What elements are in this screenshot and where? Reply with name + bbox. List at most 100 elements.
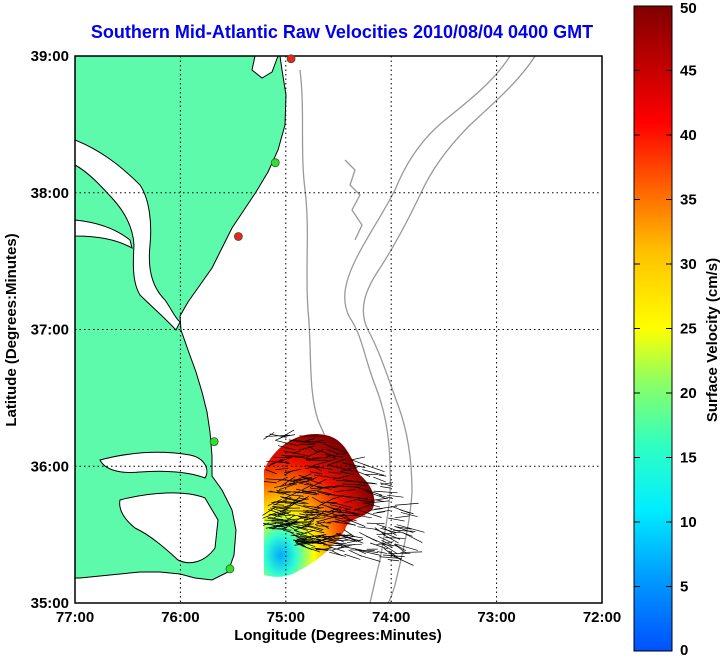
velocity-vector: [334, 518, 356, 526]
velocity-vector: [350, 456, 365, 461]
velocity-vector: [381, 533, 399, 544]
velocity-vector: [313, 474, 341, 480]
velocity-vector: [336, 479, 352, 482]
velocity-vector: [338, 505, 351, 511]
velocity-vector: [395, 526, 412, 530]
velocity-vector: [276, 519, 284, 521]
velocity-vector: [400, 551, 423, 553]
velocity-vector: [282, 521, 298, 530]
velocity-vector: [296, 525, 310, 531]
velocity-vector: [329, 504, 338, 507]
velocity-vector: [353, 505, 370, 511]
velocity-vector: [380, 486, 391, 489]
velocity-vector: [341, 520, 351, 522]
velocity-vector: [393, 529, 416, 532]
velocity-vector: [270, 457, 291, 465]
map-grid: [75, 56, 602, 603]
x-tick-label: 75:00: [267, 609, 305, 626]
velocity-vector: [396, 524, 425, 533]
colorbar-tick-label: 15: [680, 450, 697, 467]
velocity-vector: [286, 455, 311, 460]
velocity-vector: [376, 509, 391, 513]
velocity-vector: [276, 522, 299, 526]
velocity-vector: [304, 517, 326, 520]
velocity-vector: [269, 490, 284, 495]
plot-frame: [74, 55, 603, 604]
y-axis-title: Latitude (Degrees:Minutes): [3, 233, 20, 426]
velocity-vector: [388, 527, 413, 537]
velocity-vector: [305, 458, 319, 461]
velocity-vector: [340, 466, 360, 472]
velocity-vector: [296, 532, 312, 538]
velocity-vector: [283, 470, 293, 476]
velocity-vector: [272, 505, 294, 509]
velocity-vector: [376, 541, 394, 545]
hf-radar-stations: [209, 54, 296, 574]
velocity-vector: [395, 544, 407, 552]
velocity-vector: [300, 542, 317, 545]
velocity-vector: [279, 511, 296, 517]
velocity-vector: [270, 514, 283, 518]
velocity-vector: [274, 483, 296, 488]
colorbar-tick-label: 50: [680, 0, 697, 17]
velocity-vector: [304, 483, 312, 485]
velocity-vector: [302, 523, 324, 530]
colorbar: [633, 5, 673, 652]
velocity-vector: [300, 535, 322, 541]
colorbar-tick-label: 35: [680, 192, 697, 209]
velocity-vector: [304, 476, 318, 483]
velocity-vector: [272, 506, 289, 511]
velocity-vector: [304, 438, 315, 442]
station-marker-green: [209, 437, 219, 447]
colorbar-tick-label: 5: [680, 579, 688, 596]
velocity-vector: [314, 499, 332, 509]
velocity-vector: [394, 543, 407, 554]
velocity-vector: [327, 520, 340, 523]
velocity-vector: [290, 494, 304, 497]
velocity-vector: [355, 481, 376, 484]
velocity-vector: [262, 511, 279, 519]
velocity-vector: [332, 546, 347, 551]
velocity-vector: [323, 537, 346, 547]
velocity-vector: [374, 505, 398, 510]
velocity-vector: [273, 456, 293, 459]
velocity-vector: [265, 525, 282, 529]
velocity-vector: [329, 507, 341, 512]
velocity-vector: [288, 482, 297, 485]
velocity-vector: [315, 535, 334, 538]
velocity-vector: [298, 497, 309, 500]
velocity-vector: [297, 489, 321, 494]
velocity-vector: [309, 529, 325, 534]
velocity-vector: [279, 460, 290, 465]
velocity-vector: [263, 432, 275, 440]
velocity-vector: [344, 497, 362, 504]
velocity-vector: [262, 506, 276, 516]
velocity-vector: [298, 529, 315, 536]
velocity-vector: [293, 491, 318, 496]
velocity-vector: [279, 476, 296, 488]
velocity-vector: [362, 502, 380, 508]
velocity-vector: [346, 539, 364, 544]
velocity-vector: [319, 485, 341, 490]
velocity-vector: [366, 522, 385, 525]
bathymetry-contour-canyon: [344, 159, 363, 241]
velocity-vector: [378, 543, 398, 547]
velocity-vector: [326, 455, 338, 460]
velocity-vector: [298, 516, 308, 519]
velocity-vector: [288, 478, 310, 481]
velocity-vector: [316, 515, 338, 523]
velocity-vector: [327, 541, 349, 548]
velocity-vector: [273, 501, 296, 504]
velocity-vector: [273, 504, 285, 506]
velocity-vector: [278, 429, 295, 440]
velocity-vector: [299, 513, 309, 516]
y-tick-label: 38:00: [31, 185, 69, 202]
velocity-vector: [303, 505, 322, 509]
potomac-river: [75, 219, 133, 250]
velocity-vector: [376, 551, 388, 554]
y-tick-label: 39:00: [31, 48, 69, 65]
chesapeake-bay: [75, 139, 181, 331]
velocity-vector: [322, 442, 336, 450]
station-marker-green: [270, 158, 280, 168]
